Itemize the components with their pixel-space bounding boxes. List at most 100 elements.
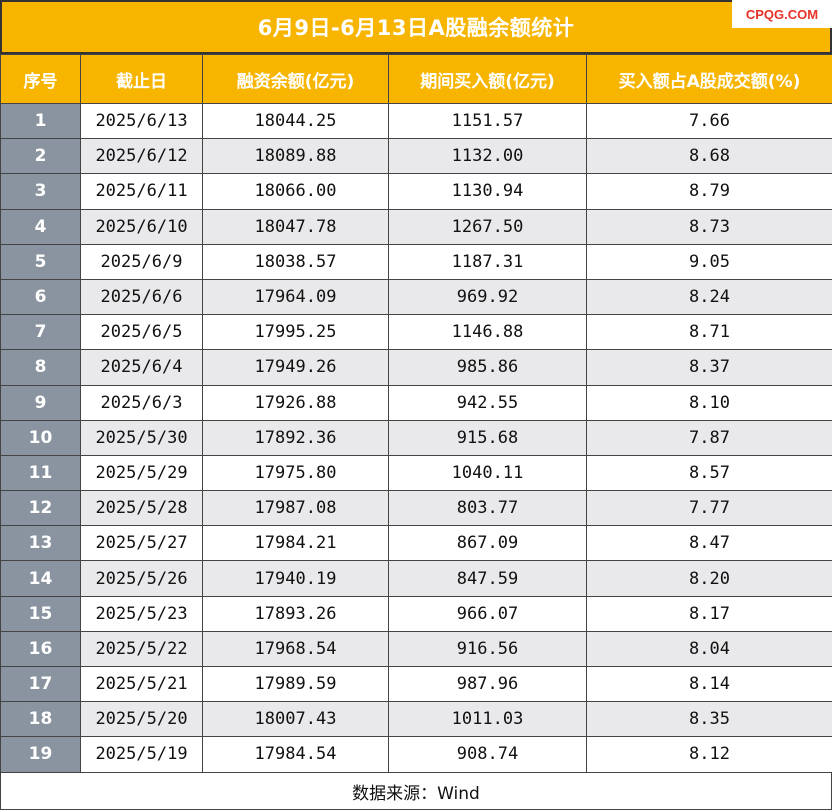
cell-buy-amount: 1132.00 [388,138,587,175]
cell-index: 10 [0,419,81,456]
cell-index: 9 [0,384,81,421]
table-row: 4 2025/6/10 18047.78 1267.50 8.73 [0,208,832,245]
table-row: 13 2025/5/27 17984.21 867.09 8.47 [0,525,832,562]
cell-balance: 18044.25 [202,102,389,140]
brand-label: CPQG.COM [745,6,819,22]
cell-date: 2025/5/29 [80,454,203,492]
cell-buy-ratio: 8.35 [586,701,832,738]
cell-buy-ratio: 7.87 [586,419,832,456]
cell-balance: 17989.59 [202,665,389,703]
cell-buy-amount: 908.74 [388,736,587,773]
cell-balance: 18089.88 [202,138,389,175]
table-row: 5 2025/6/9 18038.57 1187.31 9.05 [0,243,832,280]
cell-buy-ratio: 8.79 [586,173,832,210]
table-row: 2 2025/6/12 18089.88 1132.00 8.68 [0,138,832,175]
table-body: 1 2025/6/13 18044.25 1151.57 7.66 2 2025/6/12 1… [0,102,832,773]
cell-buy-amount: 1187.31 [388,243,587,280]
table-row: 8 2025/6/4 17949.26 985.86 8.37 [0,349,832,386]
table-row: 9 2025/6/3 17926.88 942.55 8.10 [0,384,832,421]
cell-balance: 18007.43 [202,701,389,738]
cell-balance: 17893.26 [202,595,389,632]
cell-date: 2025/5/28 [80,490,203,527]
cell-buy-ratio: 8.57 [586,454,832,492]
cell-date: 2025/6/4 [80,349,203,386]
cell-date: 2025/5/21 [80,665,203,703]
table-row: 7 2025/6/5 17995.25 1146.88 8.71 [0,314,832,351]
cell-buy-amount: 916.56 [388,630,587,668]
table-row: 14 2025/5/26 17940.19 847.59 8.20 [0,560,832,597]
cell-buy-amount: 915.68 [388,419,587,456]
cell-balance: 17949.26 [202,349,389,386]
cell-buy-ratio: 8.68 [586,138,832,175]
cell-buy-amount: 985.86 [388,349,587,386]
cell-buy-amount: 1267.50 [388,208,587,245]
table-header-row: 序号 截止日 融资余额(亿元) 期间买入额(亿元) 买入额占A股成交额(%) [0,54,832,104]
cell-buy-amount: 1146.88 [388,314,587,351]
cell-index: 18 [0,701,81,738]
cell-date: 2025/6/9 [80,243,203,280]
cell-buy-amount: 1151.57 [388,102,587,140]
cell-date: 2025/6/3 [80,384,203,421]
cell-buy-ratio: 7.66 [586,102,832,140]
cell-buy-amount: 1040.11 [388,454,587,492]
cell-index: 6 [0,278,81,316]
column-header-buy-amount: 期间买入额(亿元) [388,54,587,104]
cell-date: 2025/5/26 [80,560,203,597]
cell-date: 2025/5/20 [80,701,203,738]
cell-date: 2025/5/22 [80,630,203,668]
cell-index: 15 [0,595,81,632]
cell-index: 7 [0,314,81,351]
cell-index: 3 [0,173,81,210]
cell-buy-amount: 987.96 [388,665,587,703]
cell-index: 13 [0,525,81,562]
cell-buy-ratio: 8.12 [586,736,832,773]
column-header-balance: 融资余额(亿元) [202,54,389,104]
cell-index: 8 [0,349,81,386]
column-header-index: 序号 [0,54,81,104]
cell-balance: 18038.57 [202,243,389,280]
column-header-buy-ratio: 买入额占A股成交额(%) [586,54,832,104]
table-row: 19 2025/5/19 17984.54 908.74 8.12 [0,736,832,773]
cell-buy-ratio: 8.04 [586,630,832,668]
cell-balance: 17892.36 [202,419,389,456]
cell-index: 14 [0,560,81,597]
cell-date: 2025/6/12 [80,138,203,175]
cell-buy-ratio: 8.10 [586,384,832,421]
cell-index: 5 [0,243,81,280]
table-row: 11 2025/5/29 17975.80 1040.11 8.57 [0,454,832,492]
cell-buy-ratio: 8.37 [586,349,832,386]
cell-balance: 17940.19 [202,560,389,597]
cell-balance: 17975.80 [202,454,389,492]
cell-buy-ratio: 8.20 [586,560,832,597]
cell-index: 1 [0,102,81,140]
cell-balance: 17984.21 [202,525,389,562]
cell-buy-ratio: 7.77 [586,490,832,527]
cell-index: 12 [0,490,81,527]
cell-index: 19 [0,736,81,773]
table-row: 12 2025/5/28 17987.08 803.77 7.77 [0,490,832,527]
brand-tag: CPQG.COM [732,0,832,28]
cell-buy-ratio: 8.47 [586,525,832,562]
cell-buy-ratio: 8.71 [586,314,832,351]
cell-buy-amount: 1130.94 [388,173,587,210]
cell-balance: 17987.08 [202,490,389,527]
cell-buy-ratio: 8.17 [586,595,832,632]
table-row: 18 2025/5/20 18007.43 1011.03 8.35 [0,701,832,738]
table-row: 10 2025/5/30 17892.36 915.68 7.87 [0,419,832,456]
cell-balance: 17984.54 [202,736,389,773]
table-title: 6月9日-6月13日A股融余额统计 [257,16,575,40]
cell-date: 2025/6/6 [80,278,203,316]
cell-index: 4 [0,208,81,245]
cell-index: 11 [0,454,81,492]
cell-balance: 17964.09 [202,278,389,316]
cell-date: 2025/6/11 [80,173,203,210]
table-row: 1 2025/6/13 18044.25 1151.57 7.66 [0,102,832,140]
cell-date: 2025/5/23 [80,595,203,632]
cell-buy-ratio: 8.14 [586,665,832,703]
cell-buy-amount: 803.77 [388,490,587,527]
cell-buy-ratio: 9.05 [586,243,832,280]
cell-date: 2025/5/27 [80,525,203,562]
cell-index: 16 [0,630,81,668]
cell-balance: 17968.54 [202,630,389,668]
